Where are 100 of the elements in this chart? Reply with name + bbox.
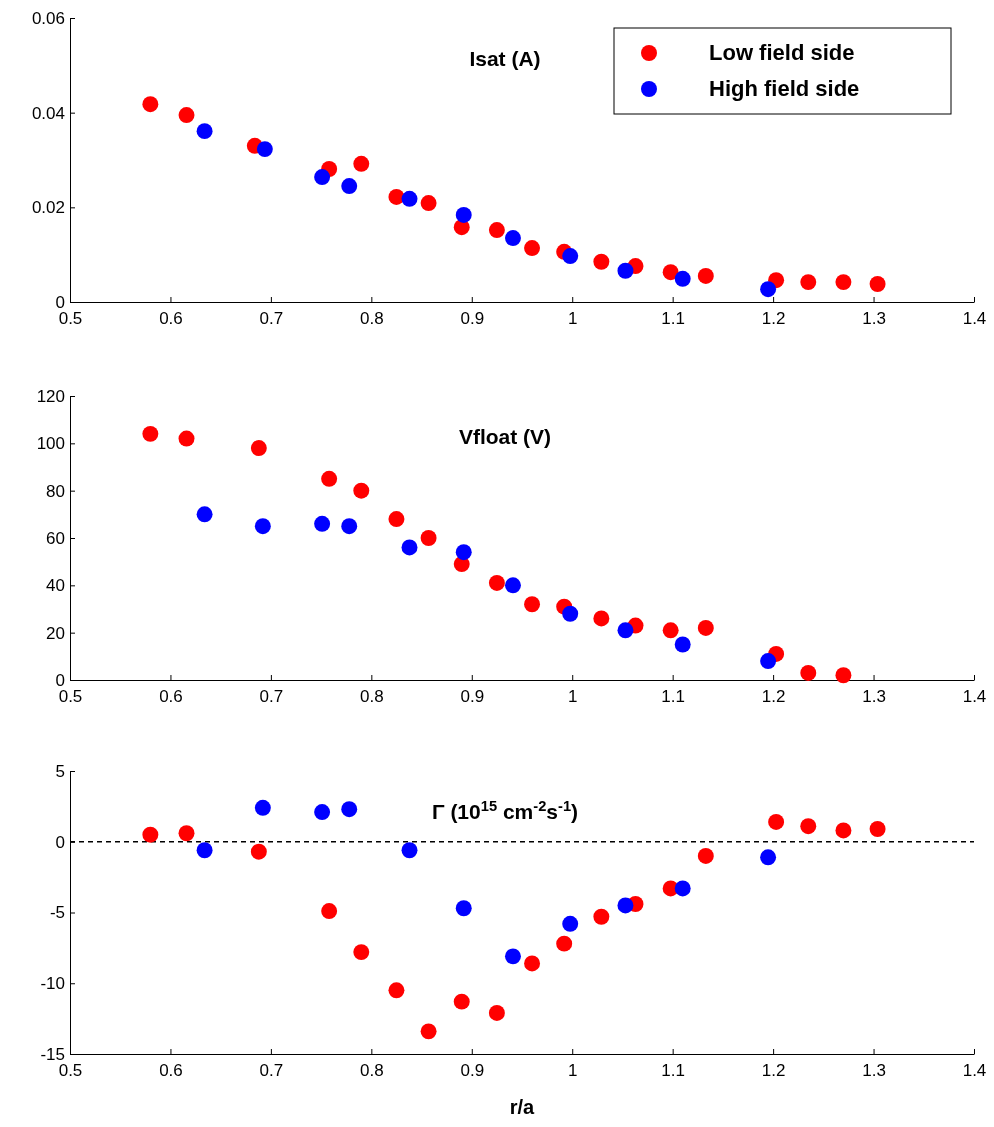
x-tick-label: 1.3 (862, 308, 886, 328)
x-tick-label: 1 (567, 308, 578, 328)
point (142, 425, 159, 442)
x-tick-label: 0.6 (159, 686, 183, 706)
point (341, 178, 358, 194)
point (768, 813, 785, 830)
point (254, 799, 271, 816)
point (250, 440, 267, 457)
x-tick-label: 1.1 (661, 308, 685, 328)
x-tick-label: 0.9 (460, 308, 485, 328)
point (617, 262, 634, 279)
point (835, 822, 852, 839)
point (488, 1005, 505, 1021)
x-tick-label: 1.4 (962, 1060, 987, 1080)
x-tick-label: 1.1 (661, 686, 685, 706)
x-tick-label: 1.4 (962, 686, 987, 706)
x-tick-label: 0.7 (259, 308, 284, 328)
x-tick-label: 1.2 (761, 686, 786, 706)
point (420, 1023, 437, 1040)
x-tick-label: 0.8 (360, 1060, 384, 1080)
y-tick-label: 0.04 (31, 103, 65, 123)
point (388, 511, 405, 528)
point (388, 982, 405, 999)
point (353, 944, 370, 961)
point (142, 96, 159, 113)
point (760, 653, 777, 670)
point (488, 575, 505, 591)
y-tick-label: 40 (46, 576, 65, 596)
x-tick-label: 0.7 (259, 686, 284, 706)
point (562, 915, 579, 932)
point (556, 935, 573, 952)
point (420, 195, 437, 212)
point (593, 253, 610, 270)
point (697, 847, 714, 864)
point (321, 903, 338, 920)
point (800, 818, 817, 835)
y-tick-label: 20 (46, 623, 65, 643)
point (835, 274, 852, 291)
point (314, 169, 331, 185)
y-tick-label: -10 (40, 974, 65, 994)
x-tick-label: 1.2 (761, 1060, 786, 1080)
point (388, 188, 405, 205)
legend-label: High field side (709, 76, 860, 101)
point (869, 276, 886, 292)
point (196, 123, 213, 140)
x-tick-label: 0.6 (159, 1060, 183, 1080)
point (524, 955, 541, 972)
point (800, 274, 817, 291)
x-tick-label: 1.1 (661, 1060, 685, 1080)
point (453, 993, 470, 1010)
point (504, 577, 521, 594)
point (760, 281, 777, 298)
point (760, 849, 777, 866)
point (256, 141, 273, 158)
point (697, 268, 714, 284)
point (504, 230, 521, 247)
point (562, 605, 579, 622)
point (353, 155, 370, 172)
x-tick-label: 1.3 (862, 686, 886, 706)
point (674, 270, 691, 287)
point (420, 530, 437, 546)
point (674, 880, 691, 897)
x-tick-label: 0.6 (159, 308, 183, 328)
x-tick-label: 0.9 (460, 1060, 485, 1080)
legend-label: Low field side (709, 40, 855, 65)
y-tick-label: 0.06 (31, 8, 65, 28)
x-tick-label: 1.4 (962, 308, 987, 328)
point (178, 825, 195, 842)
x-tick-label: 0.8 (360, 686, 384, 706)
text: Isat (A) (469, 47, 541, 70)
point (341, 518, 358, 535)
point (662, 264, 679, 281)
y-tick-label: -5 (49, 903, 65, 923)
point (196, 506, 213, 523)
x-tick-label: 0.8 (360, 308, 384, 328)
text: Γ (10$^{15}$ cm$^{-2}$s$^{-1}$) (431, 798, 579, 823)
point (321, 470, 338, 487)
y-tick-label: 0.02 (31, 198, 65, 218)
point (314, 804, 331, 820)
point (455, 544, 472, 561)
x-tick-label: 1.2 (761, 308, 786, 328)
point (674, 636, 691, 653)
point (178, 430, 195, 447)
x-tick-label: 1 (567, 686, 578, 706)
point (314, 515, 331, 532)
point (455, 900, 472, 917)
point (697, 619, 714, 636)
point (401, 539, 418, 556)
point (524, 596, 541, 613)
point (800, 664, 817, 681)
x-tick-label: 0.9 (460, 686, 485, 706)
x-axis-title: r/a (509, 1096, 536, 1118)
point (401, 190, 418, 207)
point (455, 206, 472, 223)
point (524, 240, 541, 256)
point (401, 842, 418, 859)
point (254, 518, 271, 535)
point (562, 248, 579, 265)
point (250, 843, 267, 860)
point (178, 107, 195, 123)
